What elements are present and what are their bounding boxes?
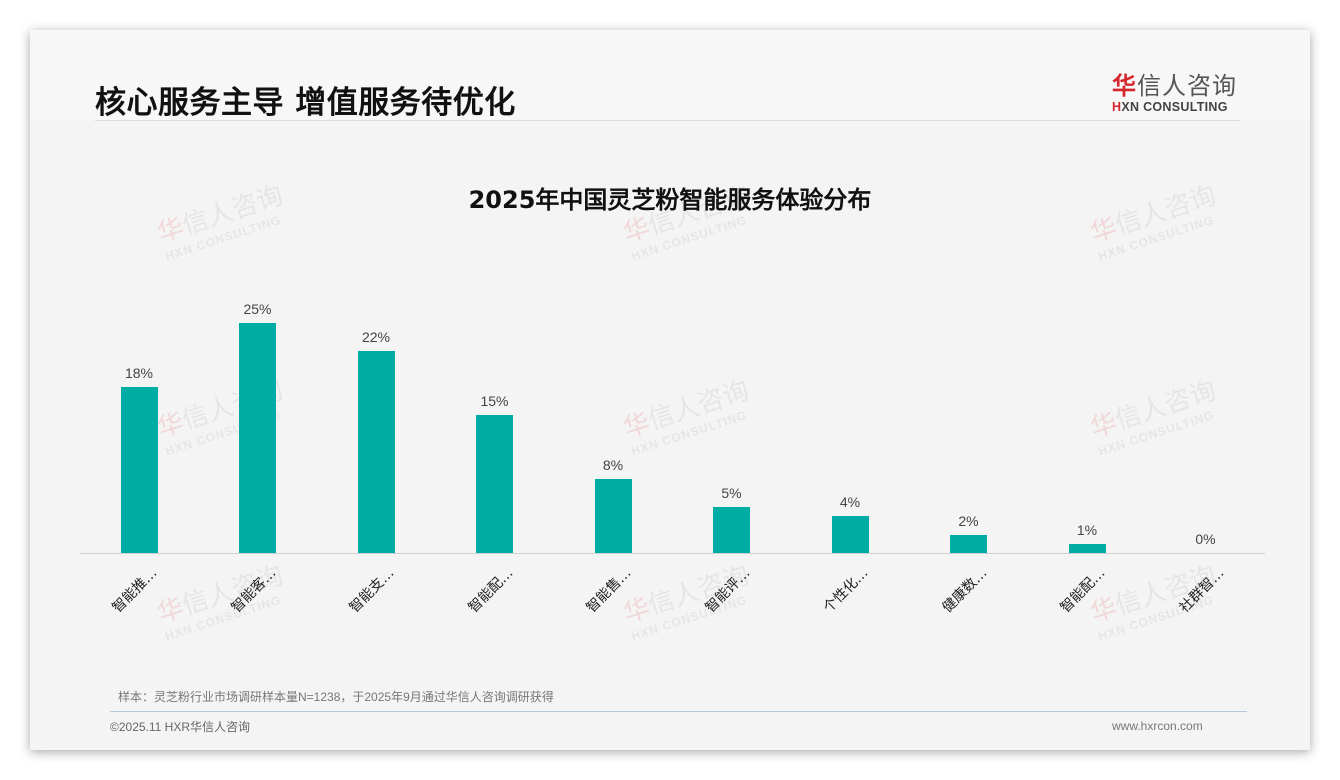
data-label: 22% [361, 328, 391, 345]
category-label: 智能推… [109, 565, 161, 617]
bar[interactable] [357, 350, 395, 553]
logo-mark: 华 [1112, 72, 1137, 100]
logo-en-text: XN CONSULTING [1121, 100, 1228, 114]
x-axis-line [80, 553, 1265, 554]
category-label: 智能评… [702, 565, 753, 617]
category-label: 个性化… [820, 565, 872, 617]
bar[interactable] [476, 415, 513, 553]
data-label: 18% [124, 365, 154, 382]
category-label: 智能配… [465, 565, 516, 617]
bar[interactable] [1068, 543, 1106, 553]
bar[interactable] [713, 507, 750, 553]
data-label: 8% [602, 457, 624, 474]
footer-divider [110, 711, 1247, 712]
data-label: 0% [1195, 531, 1216, 547]
slide: 核心服务主导 增值服务待优化 华信人咨询 HXN CONSULTING 华信人咨… [30, 30, 1310, 750]
copyright: ©2025.11 HXR华信人咨询 [110, 720, 250, 734]
bar-chart: 18% 智能推… 25% 智能客… 22% 智能支… 15% 智能配… 8% 智能售… 5% 智能评…… [80, 230, 1265, 616]
logo-en: HXN CONSULTING [1112, 100, 1237, 114]
title-divider [95, 120, 1240, 121]
header-band [30, 30, 1310, 120]
page-title: 核心服务主导 增值服务待优化 [95, 85, 516, 121]
chart-title: 2025年中国灵芝粉智能服务体验分布 [468, 186, 872, 214]
sample-note: 样本：灵芝粉行业市场调研样本量N=1238，于2025年9月通过华信人咨询调研获… [118, 690, 554, 704]
data-label: 1% [1076, 521, 1098, 538]
website-link[interactable]: www.hxrcon.com [1112, 719, 1203, 733]
brand-logo: 华信人咨询 HXN CONSULTING [1112, 66, 1237, 114]
logo-en-mark: H [1112, 100, 1122, 114]
data-label: 2% [958, 512, 979, 529]
data-label: 25% [243, 301, 272, 317]
bar[interactable] [239, 323, 276, 553]
category-label: 智能配… [1057, 565, 1109, 617]
data-label: 5% [721, 485, 742, 501]
category-label: 智能支… [346, 565, 398, 617]
logo-cn-text: 信人咨询 [1137, 72, 1237, 100]
logo-cn: 华信人咨询 [1112, 66, 1237, 101]
bar[interactable] [594, 479, 632, 553]
category-label: 智能客… [228, 565, 279, 617]
data-label: 15% [480, 393, 509, 409]
category-label: 健康数… [939, 565, 990, 617]
category-label: 社群智… [1176, 565, 1227, 617]
bar[interactable] [120, 387, 158, 553]
bar[interactable] [831, 516, 869, 553]
data-label: 4% [839, 494, 861, 511]
category-label: 智能售… [583, 565, 635, 617]
bar[interactable] [950, 534, 987, 553]
